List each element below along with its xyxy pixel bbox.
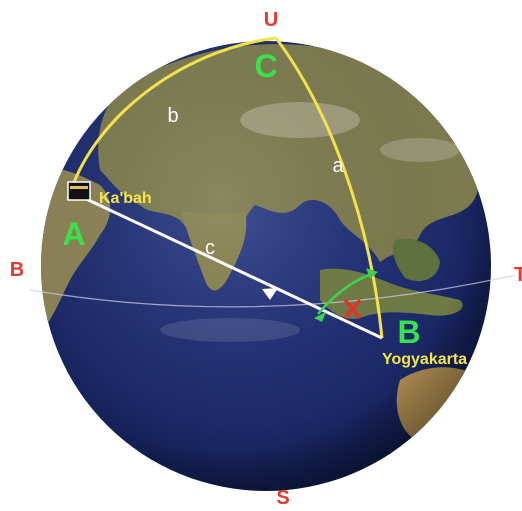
vertex-c: C — [254, 48, 277, 84]
side-a: a — [332, 155, 344, 177]
label-yogyakarta: Yogyakarta — [382, 351, 467, 368]
angle-arrow-right — [366, 268, 378, 279]
compass-north: U — [264, 9, 278, 31]
side-c: c — [205, 237, 215, 259]
vertex-a: A — [62, 216, 85, 252]
arc-c — [81, 195, 383, 340]
arc-a — [274, 37, 384, 339]
globe — [41, 41, 491, 491]
equator-line — [29, 274, 517, 308]
angle-mark — [343, 298, 362, 320]
side-b: b — [167, 105, 178, 127]
vertex-b: B — [397, 314, 420, 350]
angle-arrow-left — [314, 312, 326, 322]
globe-shading — [41, 41, 491, 491]
compass-west: B — [10, 259, 24, 281]
kabah-marker — [67, 181, 91, 201]
direction-arrow — [262, 288, 278, 300]
compass-east: T — [514, 264, 522, 286]
arc-b — [66, 36, 277, 201]
compass-south: S — [276, 487, 289, 509]
label-kabah: Ka'bah — [99, 190, 152, 207]
